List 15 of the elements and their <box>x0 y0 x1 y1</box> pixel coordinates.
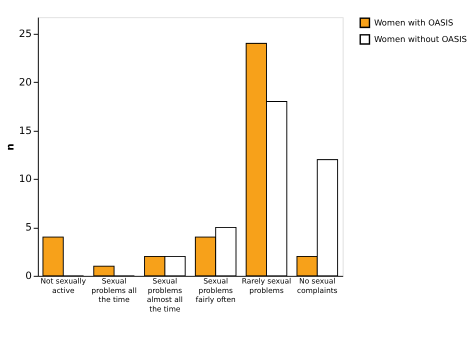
y-axis-title: n <box>5 143 16 151</box>
y-tick-label: 5 <box>25 222 32 234</box>
y-tick-label: 15 <box>18 126 32 137</box>
y-tick-label: 0 <box>25 271 32 282</box>
legend-label: Women with OASIS <box>374 18 454 28</box>
x-tick-label: Sexual problems almost all the time <box>146 276 183 314</box>
x-tick-label: No sexual complaints <box>297 276 338 295</box>
x-tick-label: Sexual problems fairly often <box>196 276 236 304</box>
y-tick-label: 25 <box>18 28 32 40</box>
x-tick-label: Not sexually active <box>40 276 87 295</box>
x-tick-label: Sexual problems all the time <box>91 276 137 304</box>
legend-label: Women without OASIS <box>374 34 467 44</box>
y-tick-label: 20 <box>18 77 32 88</box>
y-tick-label: 10 <box>18 174 32 186</box>
x-tick-label: Rarely sexual problems <box>242 276 292 295</box>
